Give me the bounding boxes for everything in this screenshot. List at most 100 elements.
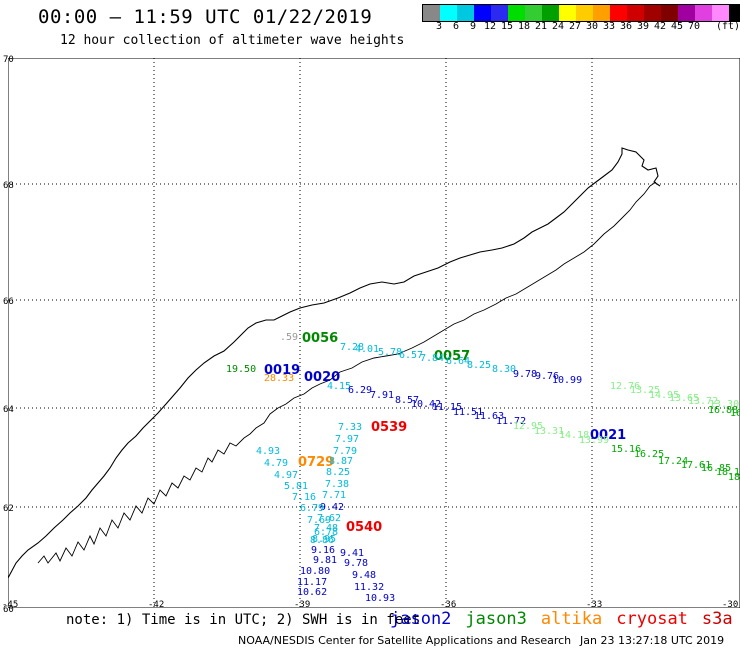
satellite-legend: jason2 jason3 altika cryosat s3a [390, 609, 733, 629]
pass-time-label: 0056 [302, 331, 338, 346]
color-tick: 42 [653, 21, 667, 32]
color-tick: 24 [551, 21, 565, 32]
color-swatch [729, 5, 740, 21]
legend-item-jason3: jason3 [465, 609, 527, 629]
color-swatch [423, 5, 440, 21]
swh-value: .59 [280, 332, 298, 343]
swh-value: 10.80 [300, 566, 330, 577]
swh-value: 9.41 [340, 548, 364, 559]
pass-time-label: 0057 [434, 349, 470, 364]
swh-value: 10.62 [297, 587, 327, 598]
swh-value: 13.72 [688, 396, 718, 407]
swh-value: 5.81 [284, 481, 308, 492]
swh-value: 14.18 [559, 430, 589, 441]
color-tick: 18 [517, 21, 531, 32]
lon-tick: -30 [722, 600, 739, 610]
swh-value: 18.13 [716, 467, 740, 478]
swh-value: 13.99 [579, 435, 609, 446]
swh-value: 13.31 [534, 426, 564, 437]
swh-value: 16.88 [708, 405, 738, 416]
swh-value: 19.50 [226, 364, 256, 375]
swh-value: 11.51 [453, 407, 483, 418]
swh-value: 13.25 [630, 385, 660, 396]
swh-value: 9.16 [311, 545, 335, 556]
swh-value: 9.78 [344, 558, 368, 569]
color-tick: 9 [469, 21, 477, 32]
swh-value: 17.24 [658, 456, 688, 467]
swh-value: 4.01 [355, 344, 379, 355]
greenland-coastline [8, 147, 661, 579]
footnote: note: 1) Time is in UTC; 2) SWH is in fe… [66, 612, 421, 628]
swh-value: 4.79 [264, 458, 288, 469]
color-tick: 3 [435, 21, 443, 32]
swh-value: 7.16 [292, 492, 316, 503]
map-panel: 005600570019002005390021072905400728.597… [8, 58, 740, 608]
credit-line: NOAA/NESDIS Center for Satellite Applica… [238, 634, 572, 647]
color-swatch [508, 5, 525, 21]
color-tick: 30 [585, 21, 599, 32]
color-scale-ticks: 3 6 9 12 15 18 21 24 27 30 33 36 39 42 45 70 [422, 21, 740, 33]
swh-value: 12.76 [610, 381, 640, 392]
color-tick: 45 [670, 21, 684, 32]
swh-labels: 005600570019002005390021072905400728.597… [226, 331, 740, 604]
swh-value: 8.25 [467, 360, 491, 371]
color-swatch [457, 5, 474, 21]
swh-value: 7.97 [335, 434, 359, 445]
pass-time-label: 0729 [298, 455, 334, 470]
color-tick: 27 [568, 21, 582, 32]
color-swatch [627, 5, 644, 21]
swh-value: 8.30 [492, 364, 516, 375]
swh-value: 9.76 [535, 371, 559, 382]
legend-item-cryosat: cryosat [616, 609, 688, 629]
color-scale-bar [422, 4, 740, 22]
swh-value: 6.78 [314, 527, 338, 538]
color-tick: 36 [619, 21, 633, 32]
swh-value: 9.81 [313, 555, 337, 566]
color-swatch [474, 5, 491, 21]
swh-value: 11.63 [474, 411, 504, 422]
lat-tick: 66 [3, 297, 14, 307]
swh-value: 17.61 [681, 460, 711, 471]
swh-value: 9.78 [513, 369, 537, 380]
greenland-coast-detail [37, 181, 657, 564]
swh-value: 6.64 [446, 356, 470, 367]
color-swatch [695, 5, 712, 21]
swh-value: 7.71 [322, 490, 346, 501]
swh-value: 12.95 [513, 421, 543, 432]
color-tick: 12 [483, 21, 497, 32]
color-tick: 6 [452, 21, 460, 32]
swh-value: 28.33 [264, 373, 294, 384]
color-swatch [542, 5, 559, 21]
swh-value: 16. [730, 408, 740, 419]
swh-value: 7.33 [338, 422, 362, 433]
lon-tick: -42 [148, 600, 165, 610]
color-swatch [440, 5, 457, 21]
color-tick: 21 [534, 21, 548, 32]
color-tick: 33 [602, 21, 616, 32]
swh-value: 8.95 [312, 534, 336, 545]
swh-value: 8.25 [326, 467, 350, 478]
generated-timestamp: Jan 23 13:27:18 UTC 2019 [580, 634, 725, 647]
color-swatch [678, 5, 695, 21]
lon-tick: -33 [586, 600, 603, 610]
swh-value: 9.48 [352, 570, 376, 581]
legend-item-altika: altika [540, 609, 603, 629]
pass-time-label: 0540 [346, 520, 382, 535]
color-swatch [525, 5, 542, 21]
legend-item-jason2: jason2 [390, 609, 452, 629]
color-swatch [644, 5, 661, 21]
swh-value: 8.57 [395, 395, 419, 406]
color-tick: 15 [500, 21, 514, 32]
swh-value: 13.65 [669, 393, 699, 404]
swh-value: 4.15 [327, 381, 351, 392]
swh-value: 8.86 [310, 535, 334, 546]
lat-tick: 60 [3, 605, 14, 615]
map-subtitle: 12 hour collection of altimeter wave hei… [60, 33, 405, 48]
swh-value: 18. [728, 472, 740, 483]
swh-value: 11.17 [297, 577, 327, 588]
lat-tick: 64 [3, 405, 14, 415]
swh-value: 11.15 [432, 402, 462, 413]
color-scale-unit: (ft) [716, 21, 740, 32]
swh-value: 10.93 [365, 593, 395, 604]
swh-value: 7.84 [420, 353, 444, 364]
